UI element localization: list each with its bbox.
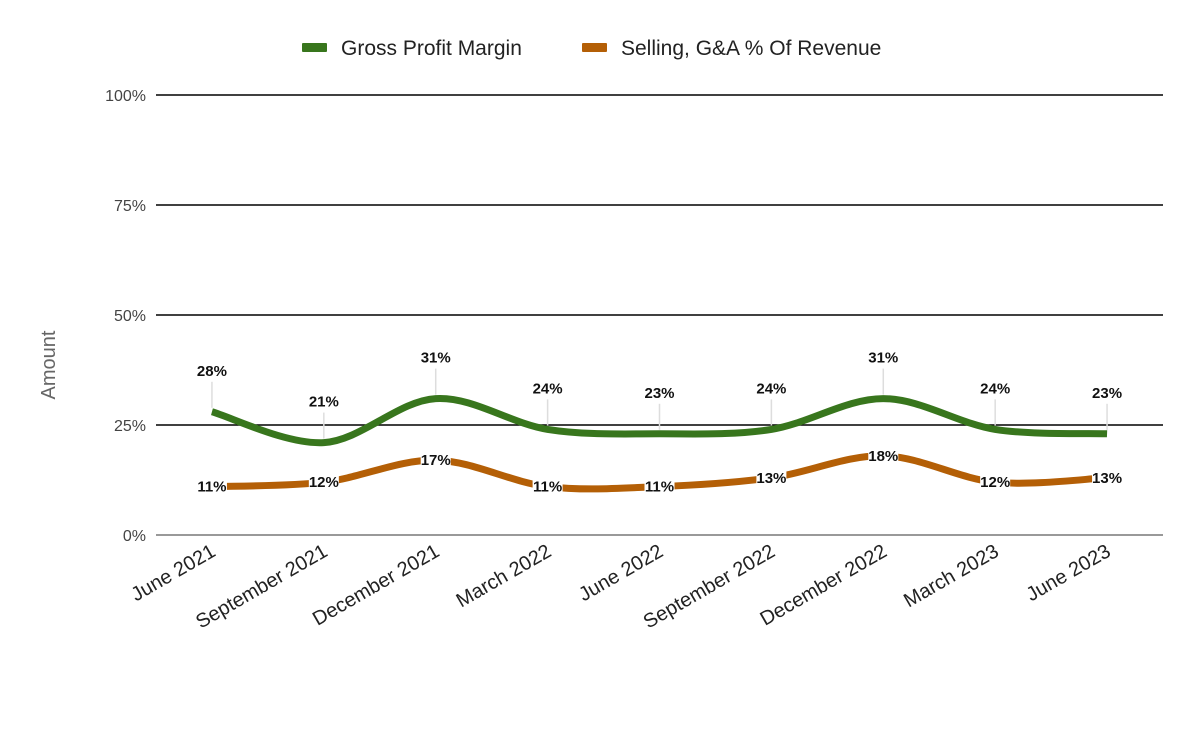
y-tick-label: 75% — [114, 198, 146, 215]
x-tick-label: June 2021 — [128, 540, 220, 606]
data-label: 24% — [980, 380, 1010, 397]
data-label: 13% — [1092, 470, 1122, 487]
data-label: 11% — [533, 479, 562, 496]
data-label: 21% — [309, 394, 339, 411]
data-label: 11% — [645, 479, 674, 496]
y-tick-label: 0% — [123, 528, 146, 545]
data-label: 23% — [644, 385, 674, 402]
data-label-background — [644, 476, 675, 497]
data-label: 24% — [533, 380, 563, 397]
data-label: 31% — [868, 350, 898, 367]
x-tick-label: December 2021 — [309, 540, 443, 630]
legend-swatch — [302, 43, 327, 52]
data-label-background — [980, 472, 1011, 493]
data-label-background — [756, 467, 787, 488]
data-label: 11% — [197, 479, 226, 496]
data-label: 12% — [309, 474, 339, 491]
legend: Gross Profit Margin Selling, G&A % Of Rev… — [302, 37, 881, 60]
legend-label: Gross Profit Margin — [341, 37, 522, 60]
y-tick-label: 50% — [114, 308, 146, 325]
y-tick-label: 100% — [105, 88, 146, 105]
data-label-background — [308, 472, 339, 493]
y-axis-title: Amount — [38, 330, 60, 399]
data-label: 13% — [756, 470, 786, 487]
gridlines — [156, 94, 1163, 536]
data-label: 24% — [756, 380, 786, 397]
data-label: 12% — [980, 474, 1010, 491]
data-label: 23% — [1092, 385, 1122, 402]
series-line-0 — [210, 395, 1108, 447]
data-label-background — [196, 476, 227, 497]
x-tick-label: March 2023 — [900, 540, 1002, 612]
data-labels: 28% 21% 31% 24% 23% 24% 31% 24% 23% 11% 12% 17% 11% 1… — [197, 350, 1122, 497]
data-label: 17% — [421, 452, 451, 469]
data-label: 31% — [421, 350, 451, 367]
x-tick-label: June 2023 — [1023, 540, 1115, 606]
y-tick-label: 25% — [114, 418, 146, 435]
x-tick-label: March 2022 — [453, 540, 555, 612]
y-axis-ticks: 0% 25% 50% 75% 100% — [105, 88, 146, 545]
x-tick-label: December 2022 — [757, 540, 891, 630]
legend-label: Selling, G&A % Of Revenue — [621, 37, 881, 60]
data-label-leaders — [211, 368, 1108, 439]
data-label: 18% — [868, 448, 898, 465]
data-label: 28% — [197, 363, 227, 380]
data-label-background — [1092, 467, 1123, 488]
x-tick-label: June 2022 — [575, 540, 667, 606]
data-label-background — [868, 445, 899, 466]
data-label-background — [420, 450, 451, 471]
legend-swatch — [582, 43, 607, 52]
data-label-background — [532, 476, 563, 497]
